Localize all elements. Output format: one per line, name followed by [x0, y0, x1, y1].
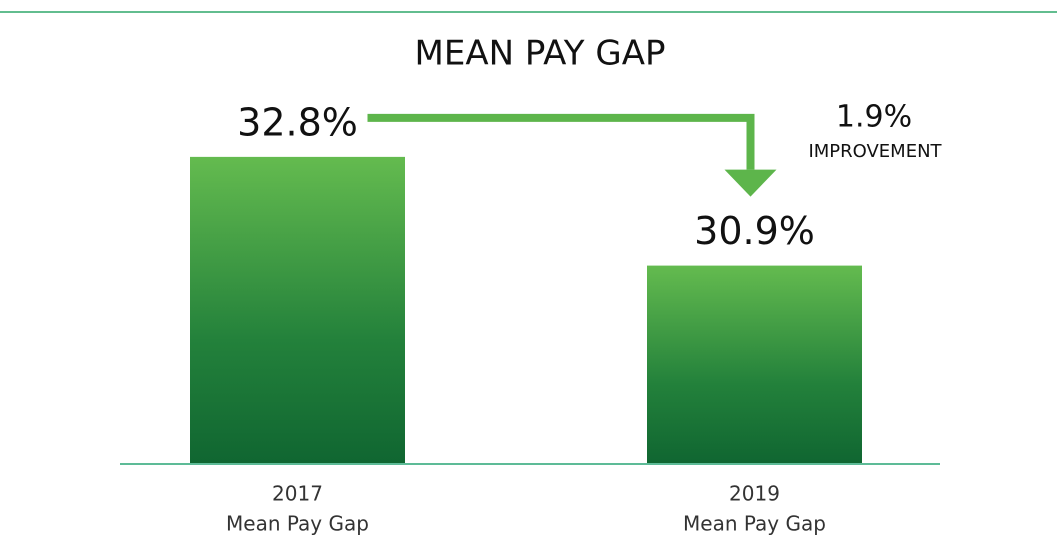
bar: [190, 156, 405, 463]
x-tick-sublabel: Mean Pay Gap: [226, 512, 369, 536]
x-tick-sublabel: Mean Pay Gap: [683, 512, 826, 536]
value-label: 30.9%: [694, 209, 815, 253]
chart-title: MEAN PAY GAP: [415, 34, 666, 74]
value-label: 32.8%: [237, 100, 358, 144]
bar: [647, 265, 862, 463]
annotation-value: 1.9%: [836, 100, 912, 135]
arrow-shaft: [367, 113, 755, 170]
arrow-head: [724, 169, 777, 197]
x-tick-label: 2017: [272, 482, 323, 506]
x-tick-label: 2019: [729, 482, 780, 506]
annotation-text: IMPROVEMENT: [808, 141, 942, 162]
